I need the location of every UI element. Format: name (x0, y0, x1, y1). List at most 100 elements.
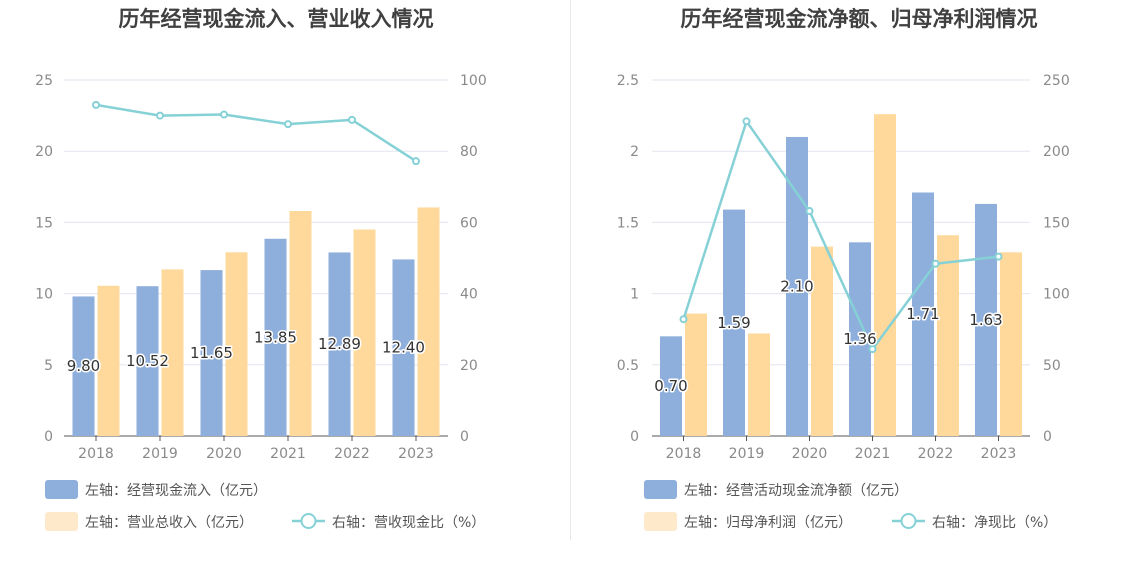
data-label: 10.52 (126, 352, 169, 370)
x-axis-tick-label: 2020 (206, 446, 242, 462)
bar-secondary (811, 246, 833, 436)
bar-primary (849, 242, 871, 436)
x-axis-tick-label: 2020 (792, 446, 828, 462)
x-axis-tick-label: 2021 (855, 446, 891, 462)
data-label: 1.36 (843, 330, 876, 348)
legend-label: 左轴：营业总收入（亿元） (85, 515, 253, 531)
legend-swatch-marker (300, 513, 317, 529)
legend-label: 右轴：净现比（%） (932, 515, 1057, 531)
y2-axis-tick-label: 50 (1043, 358, 1061, 374)
line-point (742, 117, 751, 126)
data-label: 13.85 (254, 328, 297, 346)
y-axis-tick-label: 1 (630, 287, 639, 303)
y-axis-tick-label: 0 (630, 429, 639, 445)
y-axis-tick-label: 15 (35, 215, 53, 231)
y-axis-tick-label: 0 (44, 429, 53, 445)
bar-primary (723, 209, 745, 436)
data-label: 1.59 (717, 314, 750, 332)
y-axis-tick-label: 2.5 (617, 73, 639, 89)
bar-secondary (748, 333, 770, 436)
y-axis-tick-label: 10 (35, 287, 53, 303)
line-point (994, 252, 1003, 261)
y2-axis-tick-label: 80 (460, 144, 478, 160)
data-label: 9.80 (67, 357, 100, 375)
x-axis-tick-label: 2021 (270, 446, 306, 462)
bar-secondary (225, 252, 248, 436)
line-point (92, 100, 100, 109)
line-point (284, 120, 292, 129)
data-label: 2.10 (780, 277, 813, 295)
line-point (805, 207, 814, 216)
x-axis-tick-label: 2018 (78, 446, 114, 462)
data-label: 0.70 (654, 377, 687, 395)
line-point (412, 157, 420, 166)
x-axis-tick-label: 2023 (981, 446, 1017, 462)
y-axis-tick-label: 1.5 (617, 215, 639, 231)
line-point (348, 115, 356, 124)
bar-primary (786, 136, 808, 436)
y2-axis-tick-label: 100 (1043, 287, 1070, 303)
bar-primary (136, 286, 159, 436)
y2-axis-tick-label: 60 (460, 215, 478, 231)
y-axis-tick-label: 20 (35, 144, 53, 160)
y2-axis-tick-label: 0 (460, 429, 469, 445)
bar-primary (200, 270, 223, 436)
legend-swatch-bar (45, 512, 78, 531)
x-axis-tick-label: 2018 (666, 446, 702, 462)
y-axis-tick-label: 25 (35, 73, 53, 89)
bar-primary (660, 336, 682, 436)
panel-divider (570, 0, 571, 540)
bar-secondary (685, 313, 707, 436)
bar-secondary (937, 235, 959, 436)
y2-axis-tick-label: 150 (1043, 215, 1070, 231)
bar-secondary (97, 285, 120, 436)
line-series (95, 103, 417, 163)
y-axis-tick-label: 0.5 (617, 358, 639, 374)
bar-secondary (874, 114, 896, 437)
data-label: 12.40 (382, 339, 425, 357)
data-label: 1.63 (969, 311, 1002, 329)
bar-secondary (1000, 252, 1022, 436)
legend-swatch-bar (644, 480, 677, 499)
y2-axis-tick-label: 100 (460, 73, 487, 89)
bar-secondary (161, 269, 184, 436)
legend-label: 左轴：经营现金流入（亿元） (85, 483, 267, 499)
bar-primary (264, 238, 287, 436)
line-series (682, 120, 999, 351)
y2-axis-tick-label: 20 (460, 358, 478, 374)
line-point (679, 315, 688, 324)
x-axis-tick-label: 2023 (398, 446, 434, 462)
legend-label: 右轴：营收现金比（%） (332, 515, 485, 531)
y2-axis-tick-label: 250 (1043, 73, 1070, 89)
y2-axis-tick-label: 40 (460, 287, 478, 303)
line-point (220, 110, 228, 119)
legend-swatch-bar (644, 512, 677, 531)
chart-title: 历年经营现金流净额、归母净利润情况 (681, 7, 1038, 31)
data-label: 11.65 (190, 344, 233, 362)
x-axis-tick-label: 2022 (334, 446, 370, 462)
legend-label: 左轴：经营活动现金流净额（亿元） (684, 483, 908, 499)
x-axis-tick-label: 2019 (142, 446, 178, 462)
bar-secondary (417, 207, 440, 436)
bar-secondary (289, 211, 312, 436)
y-axis-tick-label: 5 (44, 358, 53, 374)
data-label: 1.71 (906, 305, 939, 323)
y-axis-tick-label: 2 (630, 144, 639, 160)
data-label: 12.89 (318, 335, 361, 353)
y2-axis-tick-label: 0 (1043, 429, 1052, 445)
y2-axis-tick-label: 200 (1043, 144, 1070, 160)
line-point (931, 259, 940, 268)
legend-swatch-bar (45, 480, 78, 499)
x-axis-tick-label: 2022 (918, 446, 954, 462)
bar-primary (392, 259, 415, 436)
x-axis-tick-label: 2019 (729, 446, 765, 462)
legend-swatch-marker (900, 513, 917, 529)
bar-primary (912, 192, 934, 436)
bar-secondary (353, 229, 376, 436)
bar-primary (72, 296, 95, 436)
bar-primary (328, 252, 351, 436)
chart-title: 历年经营现金流入、营业收入情况 (119, 7, 434, 31)
line-point (868, 345, 877, 354)
